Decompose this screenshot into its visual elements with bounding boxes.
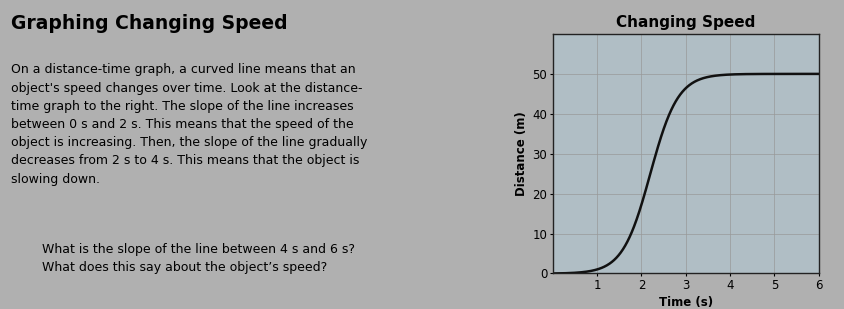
- X-axis label: Time (s): Time (s): [658, 296, 713, 309]
- Title: Changing Speed: Changing Speed: [616, 15, 755, 30]
- Text: What is the slope of the line between 4 s and 6 s?
What does this say about the : What is the slope of the line between 4 …: [41, 243, 354, 274]
- Text: Graphing Changing Speed: Graphing Changing Speed: [12, 14, 288, 33]
- Y-axis label: Distance (m): Distance (m): [515, 111, 528, 196]
- Text: On a distance-time graph, a curved line means that an
object's speed changes ove: On a distance-time graph, a curved line …: [12, 63, 368, 185]
